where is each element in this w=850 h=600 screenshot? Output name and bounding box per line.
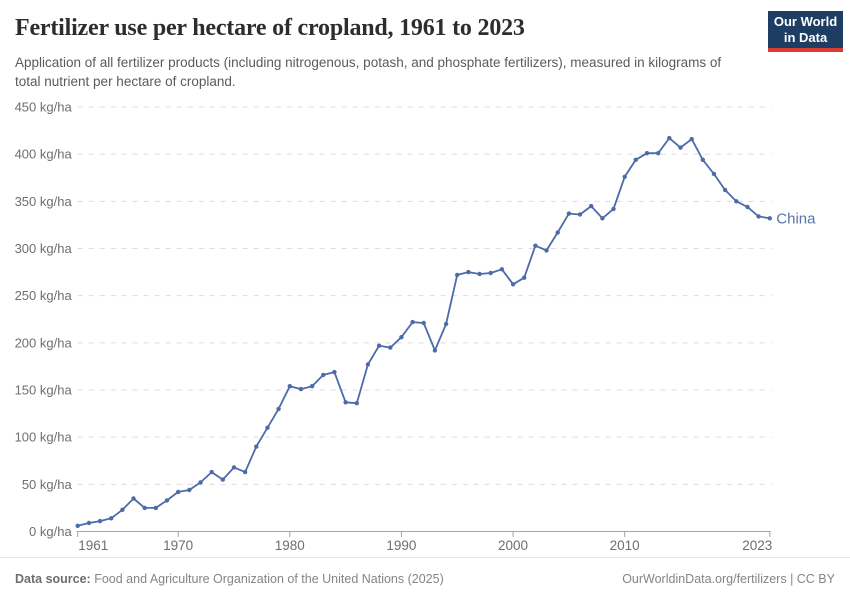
y-tick-label: 450 kg/ha bbox=[15, 100, 73, 115]
data-point[interactable] bbox=[254, 444, 259, 449]
data-point[interactable] bbox=[410, 319, 415, 325]
data-point[interactable] bbox=[544, 248, 549, 253]
data-point[interactable] bbox=[455, 272, 460, 278]
data-point[interactable] bbox=[164, 498, 170, 503]
data-point[interactable] bbox=[522, 275, 527, 280]
data-point[interactable] bbox=[153, 505, 158, 511]
data-point[interactable] bbox=[589, 203, 594, 209]
data-point[interactable] bbox=[75, 523, 80, 528]
y-tick-label: 300 kg/ha bbox=[15, 241, 73, 256]
data-point[interactable] bbox=[611, 206, 616, 212]
data-point[interactable] bbox=[421, 320, 426, 326]
data-source-text: Food and Agriculture Organization of the… bbox=[94, 572, 444, 586]
y-tick-label: 100 kg/ha bbox=[15, 430, 73, 445]
data-point[interactable] bbox=[533, 243, 538, 248]
y-tick-label: 350 kg/ha bbox=[15, 194, 73, 209]
data-line bbox=[76, 137, 771, 527]
x-tick-label: 1970 bbox=[163, 538, 193, 553]
data-point[interactable] bbox=[577, 212, 583, 217]
data-point[interactable] bbox=[176, 489, 181, 495]
data-point[interactable] bbox=[388, 345, 393, 350]
citation-link[interactable]: OurWorldinData.org/fertilizers | CC BY bbox=[622, 572, 835, 586]
data-point[interactable] bbox=[566, 211, 572, 216]
y-tick-label: 0 kg/ha bbox=[29, 524, 72, 539]
owid-logo-red-bar bbox=[768, 48, 843, 52]
data-point[interactable] bbox=[689, 136, 694, 142]
owid-logo-line1: Our World bbox=[773, 13, 838, 29]
data-point[interactable] bbox=[678, 145, 683, 150]
data-point[interactable] bbox=[399, 335, 404, 340]
chart-footer: Data source: Food and Agriculture Organi… bbox=[0, 557, 850, 600]
data-point[interactable] bbox=[644, 151, 650, 156]
data-point[interactable] bbox=[142, 505, 147, 511]
data-point[interactable] bbox=[365, 362, 371, 367]
data-source-label: Data source: bbox=[15, 572, 91, 586]
data-point[interactable] bbox=[633, 157, 638, 162]
data-point[interactable] bbox=[700, 157, 705, 162]
data-point[interactable] bbox=[622, 174, 627, 179]
data-point[interactable] bbox=[309, 384, 315, 389]
data-point[interactable] bbox=[734, 199, 739, 204]
x-tick-label: 1961 bbox=[78, 538, 108, 553]
data-point[interactable] bbox=[86, 520, 92, 526]
data-point[interactable] bbox=[97, 518, 103, 524]
data-point[interactable] bbox=[209, 469, 214, 475]
x-tick-label: 1990 bbox=[386, 538, 416, 553]
data-point[interactable] bbox=[443, 321, 449, 327]
data-point[interactable] bbox=[354, 401, 359, 406]
data-point[interactable] bbox=[656, 151, 661, 156]
data-point[interactable] bbox=[756, 214, 761, 219]
owid-logo-line2: in Data bbox=[783, 29, 828, 45]
data-point[interactable] bbox=[477, 271, 482, 277]
data-point[interactable] bbox=[499, 267, 505, 272]
x-tick-label: 2023 bbox=[742, 538, 772, 553]
data-point[interactable] bbox=[555, 230, 560, 235]
data-point[interactable] bbox=[287, 384, 292, 389]
y-tick-label: 250 kg/ha bbox=[15, 288, 73, 303]
data-point[interactable] bbox=[510, 282, 516, 287]
series-label-china[interactable]: China bbox=[776, 210, 816, 227]
data-source-note: Data source: Food and Agriculture Organi… bbox=[15, 572, 444, 586]
data-point[interactable] bbox=[600, 216, 605, 221]
data-series-group[interactable] bbox=[75, 135, 773, 528]
y-tick-label: 50 kg/ha bbox=[22, 477, 73, 492]
data-point[interactable] bbox=[745, 204, 750, 210]
data-point[interactable] bbox=[187, 487, 192, 493]
chart-subtitle: Application of all fertilizer products (… bbox=[15, 55, 722, 90]
data-point[interactable] bbox=[231, 465, 237, 470]
data-point[interactable] bbox=[265, 425, 270, 430]
data-point[interactable] bbox=[220, 477, 225, 482]
data-point[interactable] bbox=[722, 187, 728, 193]
data-point[interactable] bbox=[198, 480, 203, 485]
y-tick-label: 200 kg/ha bbox=[15, 335, 73, 350]
data-point[interactable] bbox=[343, 400, 348, 405]
data-point[interactable] bbox=[488, 270, 493, 276]
data-point[interactable] bbox=[242, 469, 248, 475]
data-point[interactable] bbox=[667, 135, 672, 141]
data-point[interactable] bbox=[376, 343, 382, 348]
x-tick-label: 1980 bbox=[275, 538, 305, 553]
data-point[interactable] bbox=[109, 516, 114, 521]
x-tick-label: 2000 bbox=[498, 538, 528, 553]
page-title: Fertilizer use per hectare of cropland, … bbox=[15, 15, 525, 41]
data-point[interactable] bbox=[767, 216, 772, 221]
data-point[interactable] bbox=[276, 406, 281, 412]
y-grid-group: 0 kg/ha 50 kg/ha 100 kg/ha 150 kg/ha 200 kg/… bbox=[15, 100, 772, 539]
data-point[interactable] bbox=[466, 269, 471, 275]
y-tick-label: 400 kg/ha bbox=[15, 147, 73, 162]
data-point[interactable] bbox=[432, 348, 438, 353]
data-point[interactable] bbox=[298, 386, 304, 392]
data-point[interactable] bbox=[332, 369, 337, 375]
x-axis-group: 1961 1970 1980 1990 2000 2010 2023 bbox=[77, 531, 772, 553]
data-point[interactable] bbox=[120, 507, 125, 512]
data-point[interactable] bbox=[131, 496, 136, 501]
x-tick-label: 2010 bbox=[610, 538, 640, 553]
data-point[interactable] bbox=[321, 372, 326, 378]
owid-logo[interactable]: Our World in Data bbox=[768, 11, 843, 52]
data-point[interactable] bbox=[711, 171, 717, 177]
y-tick-label: 150 kg/ha bbox=[15, 383, 73, 398]
